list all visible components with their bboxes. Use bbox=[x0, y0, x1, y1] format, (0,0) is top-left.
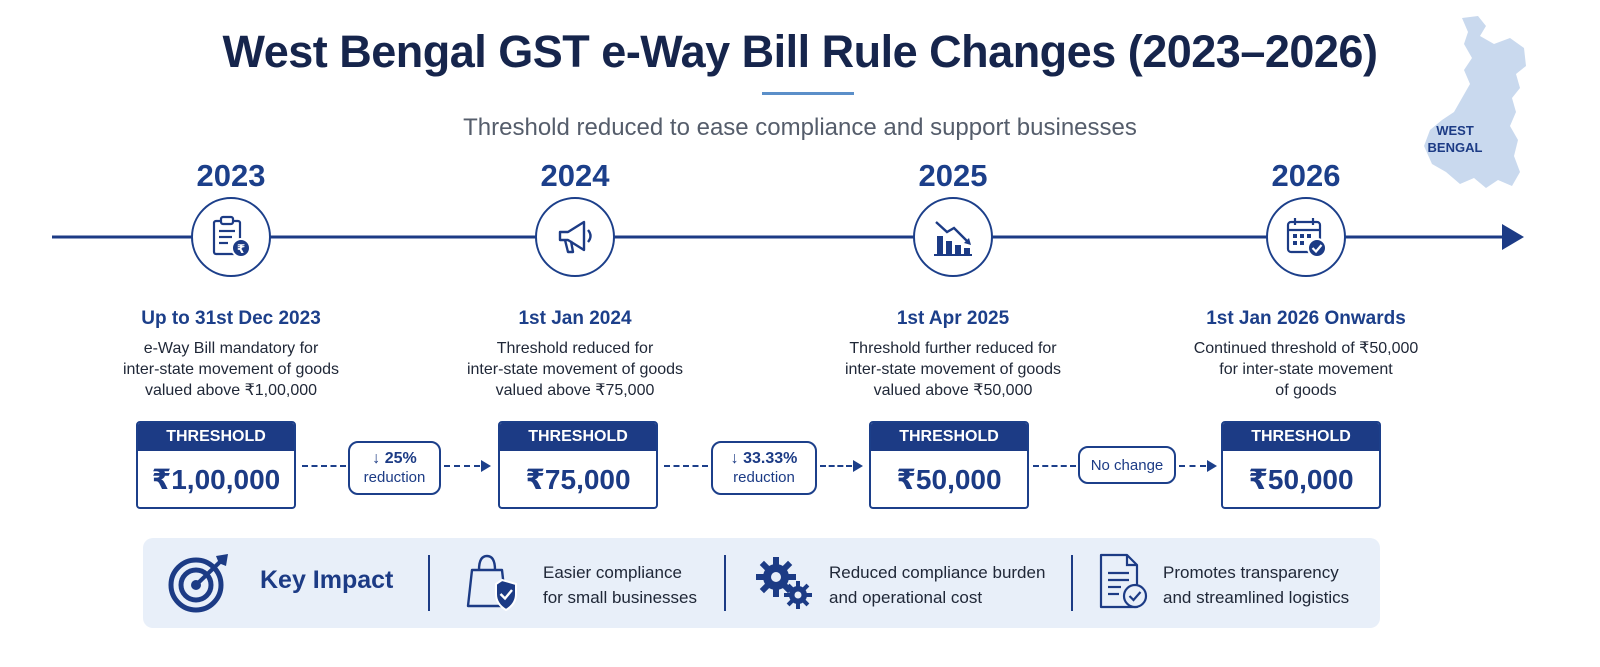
transition-connector bbox=[444, 465, 480, 467]
reduction-percent: ↓ 33.33% bbox=[730, 450, 798, 467]
reduction-label: reduction bbox=[363, 469, 426, 486]
threshold-label: THRESHOLD bbox=[1223, 423, 1379, 451]
threshold-label: THRESHOLD bbox=[871, 423, 1027, 451]
threshold-card: THRESHOLD ₹1,00,000 bbox=[136, 421, 296, 509]
gears-icon bbox=[754, 553, 816, 618]
threshold-value: ₹50,000 bbox=[896, 464, 1002, 495]
no-change-badge: No change bbox=[1078, 446, 1176, 484]
transition-connector bbox=[1033, 465, 1076, 467]
map-label-line1: WEST bbox=[1436, 123, 1474, 138]
year-label-2024: 2024 bbox=[540, 158, 610, 193]
milestone-description: e-Way Bill mandatory for inter-state mov… bbox=[122, 340, 340, 399]
arrow-right-icon bbox=[853, 460, 863, 472]
transition-connector bbox=[820, 465, 852, 467]
impact-item: Promotes transparency and streamlined lo… bbox=[1163, 563, 1350, 607]
threshold-card: THRESHOLD ₹50,000 bbox=[869, 421, 1029, 509]
title-underline bbox=[762, 92, 854, 95]
timeline-arrowhead bbox=[1502, 224, 1524, 250]
impact-divider bbox=[428, 555, 430, 611]
shopping-bag-shield-icon bbox=[462, 550, 526, 619]
reduction-badge: ↓ 25% reduction bbox=[348, 441, 441, 495]
transition-connector bbox=[664, 465, 708, 467]
impact-divider bbox=[1071, 555, 1073, 611]
threshold-value: ₹1,00,000 bbox=[151, 464, 281, 495]
year-label-2023: 2023 bbox=[196, 158, 266, 193]
arrow-right-icon bbox=[481, 460, 491, 472]
milestone-date: 1st Apr 2025 bbox=[896, 308, 1010, 329]
threshold-label: THRESHOLD bbox=[138, 423, 294, 451]
clipboard-rupee-icon: ₹ bbox=[191, 197, 271, 277]
threshold-card: THRESHOLD ₹50,000 bbox=[1221, 421, 1381, 509]
reduction-label: reduction bbox=[733, 469, 795, 486]
threshold-label: THRESHOLD bbox=[500, 423, 656, 451]
milestone-description: Threshold further reduced for inter-stat… bbox=[844, 340, 1062, 399]
impact-item: Easier compliance for small businesses bbox=[543, 563, 698, 607]
year-label-2026: 2026 bbox=[1271, 158, 1341, 193]
transition-connector bbox=[1179, 465, 1206, 467]
map-label-line2: BENGAL bbox=[1427, 140, 1483, 155]
west-bengal-map: WEST BENGAL bbox=[1420, 14, 1570, 194]
reduction-percent: ↓ 25% bbox=[372, 450, 417, 467]
threshold-value: ₹50,000 bbox=[1248, 464, 1354, 495]
milestone-date: 1st Jan 2026 Onwards bbox=[1206, 308, 1406, 329]
calendar-check-icon bbox=[1266, 197, 1346, 277]
milestone-description: Continued threshold of ₹50,000 for inter… bbox=[1193, 340, 1419, 399]
megaphone-icon bbox=[535, 197, 615, 277]
reduction-badge: ↓ 33.33% reduction bbox=[711, 441, 817, 495]
year-label-2025: 2025 bbox=[918, 158, 988, 193]
arrow-right-icon bbox=[1207, 460, 1217, 472]
declining-chart-icon bbox=[913, 197, 993, 277]
key-impact-panel bbox=[143, 538, 1380, 628]
threshold-value: ₹75,000 bbox=[525, 464, 631, 495]
transition-connector bbox=[302, 465, 346, 467]
threshold-card: THRESHOLD ₹75,000 bbox=[498, 421, 658, 509]
impact-divider bbox=[724, 555, 726, 611]
target-icon bbox=[166, 552, 232, 619]
page-subtitle: Threshold reduced to ease compliance and… bbox=[463, 114, 1137, 141]
document-check-icon bbox=[1097, 551, 1153, 618]
key-impact-title: Key Impact bbox=[260, 566, 394, 594]
milestone-date: Up to 31st Dec 2023 bbox=[141, 308, 321, 329]
map-shape bbox=[1424, 16, 1526, 188]
no-change-label: No change bbox=[1090, 456, 1164, 474]
milestone-description: Threshold reduced for inter-state moveme… bbox=[466, 340, 684, 399]
milestone-date: 1st Jan 2024 bbox=[518, 308, 632, 329]
impact-item: Reduced compliance burden and operationa… bbox=[829, 563, 1046, 607]
page-title: West Bengal GST e-Way Bill Rule Changes … bbox=[222, 26, 1378, 77]
svg-text:₹: ₹ bbox=[237, 242, 245, 256]
